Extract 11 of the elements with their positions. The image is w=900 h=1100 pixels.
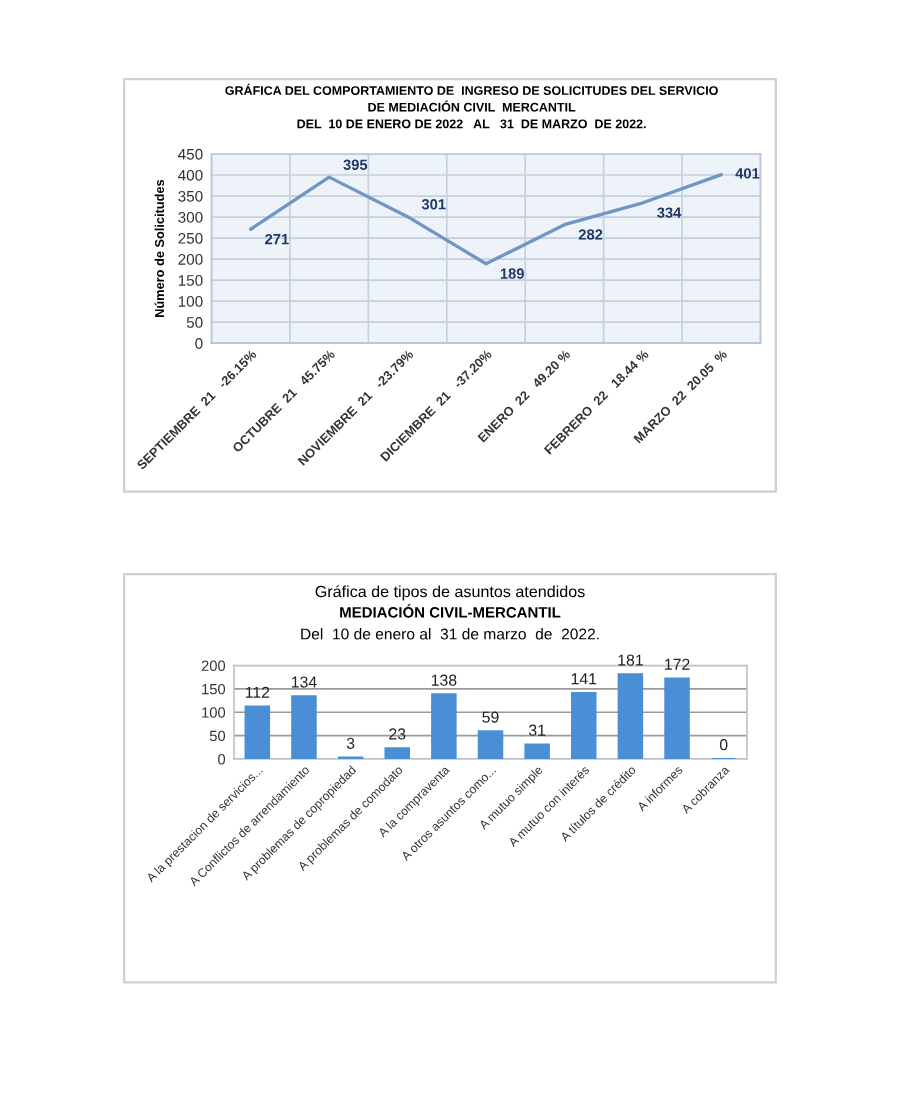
bar xyxy=(524,743,550,759)
bar xyxy=(617,673,644,759)
bar xyxy=(664,677,690,759)
bar xyxy=(571,691,597,759)
bar xyxy=(477,730,504,759)
bar xyxy=(384,747,410,759)
chart-title: Gráfica de tipos de asuntos atendidos xyxy=(315,585,585,601)
bar xyxy=(291,695,317,759)
bar xyxy=(244,705,271,759)
bar xyxy=(431,693,457,759)
line-series xyxy=(249,172,723,266)
